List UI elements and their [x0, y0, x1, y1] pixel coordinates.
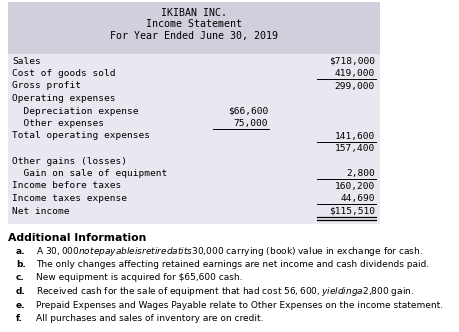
Text: A $30,000 note payable is retired at its $30,000 carrying (book) value in exchan: A $30,000 note payable is retired at its… [36, 244, 423, 258]
Text: Income taxes expense: Income taxes expense [12, 194, 127, 203]
Text: 2,800: 2,800 [346, 169, 375, 178]
Text: Cost of goods sold: Cost of goods sold [12, 69, 116, 78]
Text: Total operating expenses: Total operating expenses [12, 131, 150, 140]
Text: 75,000: 75,000 [234, 119, 268, 128]
Text: Income before taxes: Income before taxes [12, 182, 121, 191]
Text: 157,400: 157,400 [335, 144, 375, 153]
Text: For Year Ended June 30, 2019: For Year Ended June 30, 2019 [110, 31, 278, 41]
Text: Gain on sale of equipment: Gain on sale of equipment [12, 169, 167, 178]
Text: The only changes affecting retained earnings are net income and cash dividends p: The only changes affecting retained earn… [36, 260, 429, 269]
Text: Depreciation expense: Depreciation expense [12, 107, 139, 116]
Text: a.: a. [16, 246, 26, 256]
Text: All purchases and sales of inventory are on credit.: All purchases and sales of inventory are… [36, 314, 263, 323]
Text: b.: b. [16, 260, 26, 269]
Text: Other expenses: Other expenses [12, 119, 104, 128]
Text: Gross profit: Gross profit [12, 81, 81, 91]
Text: IKIBAN INC.: IKIBAN INC. [161, 8, 227, 18]
Text: Other gains (losses): Other gains (losses) [12, 156, 127, 165]
Bar [8, 2, 380, 54]
Text: d.: d. [16, 287, 26, 296]
Text: $66,600: $66,600 [228, 107, 268, 116]
Text: New equipment is acquired for $65,600 cash.: New equipment is acquired for $65,600 ca… [36, 274, 242, 283]
Text: Income Statement: Income Statement [146, 19, 242, 29]
Text: $115,510: $115,510 [329, 207, 375, 215]
Text: $718,000: $718,000 [329, 56, 375, 65]
Text: Received cash for the sale of equipment that had cost $56,600, yielding a $2,800: Received cash for the sale of equipment … [36, 285, 414, 298]
Text: 160,200: 160,200 [335, 182, 375, 191]
Text: 141,600: 141,600 [335, 131, 375, 140]
Text: Operating expenses: Operating expenses [12, 94, 116, 103]
Text: c.: c. [16, 274, 25, 283]
Text: e.: e. [16, 300, 26, 309]
Text: 299,000: 299,000 [335, 81, 375, 91]
Text: Sales: Sales [12, 56, 41, 65]
Text: Net income: Net income [12, 207, 69, 215]
Bar [8, 54, 380, 224]
Text: Additional Information: Additional Information [8, 233, 146, 243]
Text: Prepaid Expenses and Wages Payable relate to Other Expenses on the income statem: Prepaid Expenses and Wages Payable relat… [36, 300, 443, 309]
Text: f.: f. [16, 314, 23, 323]
Text: 44,690: 44,690 [341, 194, 375, 203]
Text: 419,000: 419,000 [335, 69, 375, 78]
